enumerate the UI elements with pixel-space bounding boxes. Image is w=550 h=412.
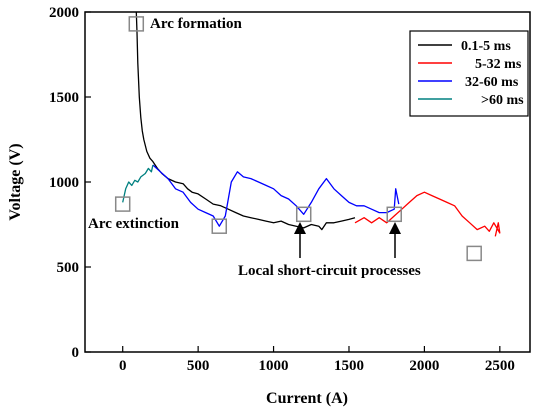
marker-layer: [114, 16, 482, 262]
y-tick-label-4: 2000: [49, 5, 79, 21]
legend-label-0: 0.1-5 ms: [461, 39, 511, 54]
series-line-3: [122, 164, 154, 203]
annotation-arc-extinction: Arc extinction: [88, 216, 180, 232]
event-marker-1: [114, 196, 131, 212]
annotation-local-short-circuit: Local short-circuit processes: [238, 263, 421, 279]
x-tick-label-1: 500: [187, 358, 210, 374]
series-layer: [122, 11, 501, 237]
x-tick-label-3: 1500: [334, 358, 364, 374]
event-marker-3: [295, 206, 312, 223]
series-line-1: [354, 191, 501, 237]
event-marker-5: [466, 245, 482, 262]
event-marker-0: [128, 16, 145, 32]
annotation-arc-formation: Arc formation: [150, 16, 242, 32]
axis-layer: 0 500 1000 1500 2000 2500 0 500 1000 1500 2000: [49, 5, 515, 374]
legend-label-2: 32-60 ms: [465, 75, 519, 90]
y-tick-label-2: 1000: [49, 175, 79, 191]
x-tick-label-4: 2000: [409, 358, 439, 374]
y-axis-title: Voltage (V): [7, 143, 24, 220]
legend-label-1: 5-32 ms: [475, 57, 522, 72]
series-line-0: [135, 11, 356, 231]
x-axis-title: Current (A): [266, 390, 348, 407]
legend-label-3: >60 ms: [481, 93, 524, 108]
event-marker-2: [211, 218, 228, 234]
series-line-2: [152, 164, 400, 227]
legend: 0.1-5 ms 5-32 ms 32-60 ms >60 ms: [409, 30, 529, 117]
y-tick-label-0: 0: [72, 345, 80, 361]
y-tick-label-1: 500: [57, 260, 80, 276]
x-tick-label-2: 1000: [259, 358, 289, 374]
x-tick-label-0: 0: [119, 358, 127, 374]
y-tick-label-3: 1500: [49, 90, 79, 106]
event-marker-4: [386, 206, 402, 223]
x-tick-label-5: 2500: [485, 358, 515, 374]
